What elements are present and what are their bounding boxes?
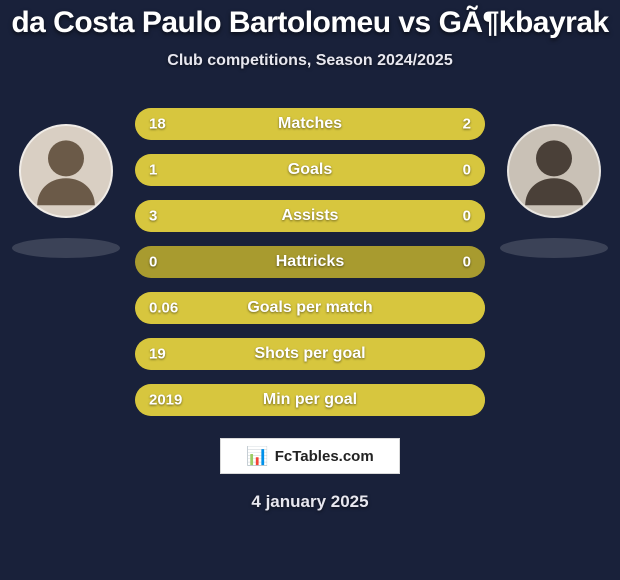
source-logo: 📊 FcTables.com xyxy=(220,438,400,474)
stat-value-left: 2019 xyxy=(149,392,182,409)
stat-bars: 18 Matches 2 1 Goals 0 3 Assists 0 0 Hattricks 0 0.0… xyxy=(135,108,485,416)
stat-value-left: 18 xyxy=(149,116,166,133)
source-label: FcTables.com xyxy=(275,448,374,465)
stat-label: Goals per match xyxy=(247,299,372,317)
stat-label: Min per goal xyxy=(263,391,357,409)
stat-label: Goals xyxy=(288,161,332,179)
stat-value-left: 19 xyxy=(149,346,166,363)
avatar-left xyxy=(19,124,113,218)
avatar-right xyxy=(507,124,601,218)
date-label: 4 january 2025 xyxy=(251,492,368,512)
chart-icon: 📊 xyxy=(246,447,268,465)
stat-value-left: 0 xyxy=(149,254,157,271)
stat-label: Assists xyxy=(282,207,339,225)
stat-bar: 1 Goals 0 xyxy=(135,154,485,186)
avatar-shadow-left xyxy=(12,238,120,258)
stat-value-left: 3 xyxy=(149,208,157,225)
stat-value-left: 0.06 xyxy=(149,300,178,317)
stat-bar: 2019 Min per goal xyxy=(135,384,485,416)
stat-value-left: 1 xyxy=(149,162,157,179)
stat-bar: 18 Matches 2 xyxy=(135,108,485,140)
stat-bar: 3 Assists 0 xyxy=(135,200,485,232)
stat-label: Hattricks xyxy=(276,253,344,271)
stat-bar: 0.06 Goals per match xyxy=(135,292,485,324)
subtitle: Club competitions, Season 2024/2025 xyxy=(167,52,452,70)
stat-label: Matches xyxy=(278,115,342,133)
stat-value-right: 0 xyxy=(463,254,471,271)
stat-label: Shots per goal xyxy=(254,345,365,363)
stat-value-right: 0 xyxy=(463,208,471,225)
comparison-card: da Costa Paulo Bartolomeu vs GÃ¶kbayrak … xyxy=(0,0,620,580)
stat-bar: 19 Shots per goal xyxy=(135,338,485,370)
person-icon xyxy=(509,126,599,216)
player-right xyxy=(500,124,608,258)
stat-value-right: 2 xyxy=(463,116,471,133)
person-icon xyxy=(21,126,111,216)
avatar-shadow-right xyxy=(500,238,608,258)
stat-value-right: 0 xyxy=(463,162,471,179)
player-left xyxy=(12,124,120,258)
page-title: da Costa Paulo Bartolomeu vs GÃ¶kbayrak xyxy=(11,6,608,40)
stat-bar: 0 Hattricks 0 xyxy=(135,246,485,278)
